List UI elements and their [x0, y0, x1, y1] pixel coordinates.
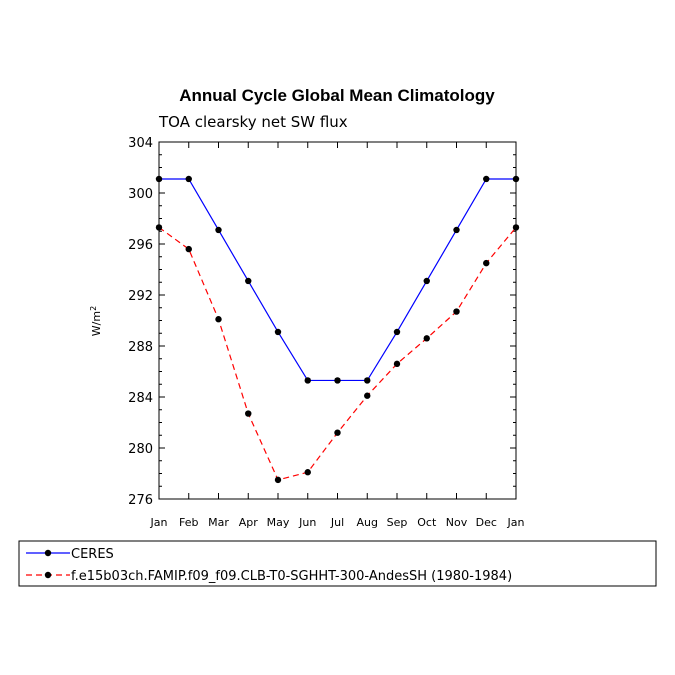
- x-tick-label: Apr: [239, 516, 259, 529]
- x-tick-label: Feb: [179, 516, 198, 529]
- x-tick-label: Jul: [330, 516, 344, 529]
- y-axis-ticks: 276 280 284 288 292 296 300 304: [128, 136, 516, 508]
- series-0-point: [274, 328, 282, 336]
- y-axis-label-superscript: 2: [89, 306, 98, 311]
- series-1-point: [364, 392, 371, 399]
- x-tick-label: Dec: [476, 516, 497, 529]
- series-1-point: [215, 316, 222, 323]
- series-1-point: [393, 360, 401, 368]
- series-0-point: [245, 277, 252, 285]
- legend-marker-1: [44, 571, 52, 579]
- series-0-point: [483, 175, 490, 183]
- legend-label-1: f.e15b03ch.FAMIP.f09_f09.CLB-T0-SGHHT-30…: [71, 569, 512, 584]
- series-1-point: [304, 469, 311, 476]
- y-tick-label: 304: [128, 136, 153, 151]
- plot-frame: [158, 141, 517, 500]
- series-0-point: [423, 277, 430, 285]
- legend-label-0: CERES: [71, 547, 114, 562]
- series-0-point: [215, 226, 222, 234]
- y-axis-label: W/m2: [89, 306, 103, 336]
- series-0-point: [364, 377, 371, 384]
- legend: CERES f.e15b03ch.FAMIP.f09_f09.CLB-T0-SGH…: [26, 547, 512, 584]
- x-tick-label: Jan: [507, 516, 525, 529]
- chart-subtitle: TOA clearsky net SW flux: [158, 113, 348, 131]
- y-tick-label: 300: [128, 187, 153, 202]
- legend-box: [18, 540, 657, 587]
- x-axis-ticks: Jan Feb Mar Apr May Jun Jul Aug Sep Oct Nov Dec Jan: [150, 142, 525, 529]
- x-tick-label: Sep: [387, 516, 408, 529]
- series-line-1: [158, 226, 517, 481]
- series-1-point: [512, 224, 520, 231]
- x-tick-label: Mar: [208, 516, 229, 529]
- series-1-point: [423, 335, 430, 342]
- x-tick-label: Aug: [357, 516, 378, 529]
- series-0-point: [453, 226, 460, 234]
- y-tick-label: 276: [128, 493, 153, 508]
- series-0-point: [185, 175, 192, 183]
- series-1-point: [245, 410, 252, 417]
- x-tick-label: Jan: [150, 516, 168, 529]
- x-tick-label: May: [267, 516, 290, 529]
- y-tick-label: 288: [128, 340, 153, 355]
- y-tick-label: 280: [128, 442, 153, 457]
- series-0-point: [304, 377, 311, 384]
- y-axis-label-base: W/m: [90, 311, 103, 336]
- y-tick-label: 296: [128, 238, 153, 253]
- x-tick-label: Oct: [417, 516, 437, 529]
- y-tick-label: 284: [128, 391, 153, 406]
- legend-marker-0: [44, 549, 52, 557]
- series-1-point: [483, 259, 490, 267]
- series-0-point: [334, 377, 341, 384]
- series-1-point: [155, 224, 163, 231]
- series-1-point: [274, 476, 282, 484]
- x-tick-label: Jun: [298, 516, 316, 529]
- series-line-0: [159, 178, 516, 382]
- series-1-point: [185, 245, 192, 253]
- series-1-point: [453, 308, 460, 315]
- series-0-point: [155, 175, 163, 183]
- chart-title: Annual Cycle Global Mean Climatology: [179, 86, 495, 105]
- series-0-point: [393, 328, 401, 336]
- x-tick-label: Nov: [446, 516, 468, 529]
- series-0-point: [512, 175, 520, 183]
- y-tick-label: 292: [128, 289, 153, 304]
- series-layer: [155, 175, 520, 484]
- series-1-point: [334, 429, 341, 436]
